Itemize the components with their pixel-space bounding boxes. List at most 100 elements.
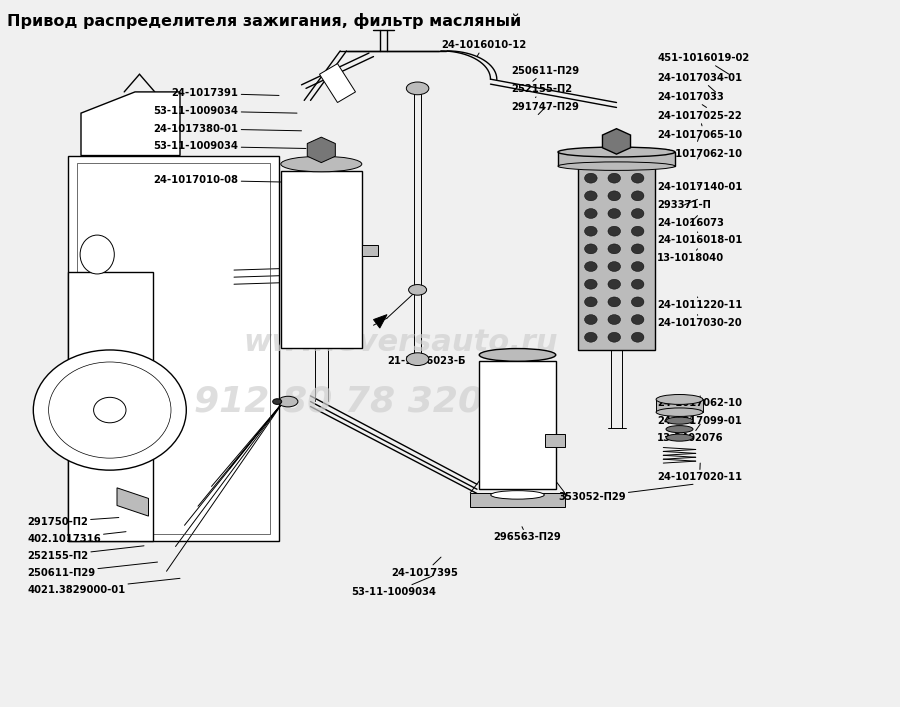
Polygon shape xyxy=(374,315,387,328)
Ellipse shape xyxy=(656,395,703,404)
Circle shape xyxy=(585,315,598,325)
Ellipse shape xyxy=(407,353,429,366)
Text: 53-11-1009034: 53-11-1009034 xyxy=(351,576,436,597)
Circle shape xyxy=(608,262,621,271)
Text: 291747-П29: 291747-П29 xyxy=(511,103,579,115)
Text: 24-1016073: 24-1016073 xyxy=(657,216,724,228)
Text: 24-1017099-01: 24-1017099-01 xyxy=(657,410,742,426)
Circle shape xyxy=(632,279,644,289)
Bar xyxy=(558,152,675,166)
Ellipse shape xyxy=(409,284,427,296)
Text: 250611-П29: 250611-П29 xyxy=(511,66,580,81)
Ellipse shape xyxy=(666,417,693,424)
Text: 24-1017062-10: 24-1017062-10 xyxy=(657,149,742,159)
Bar xyxy=(579,166,655,350)
Circle shape xyxy=(608,226,621,236)
Polygon shape xyxy=(320,64,356,103)
Text: 296563-П29: 296563-П29 xyxy=(493,527,561,542)
Circle shape xyxy=(632,332,644,342)
Bar xyxy=(362,245,378,256)
Circle shape xyxy=(632,209,644,218)
Ellipse shape xyxy=(558,162,675,170)
Circle shape xyxy=(608,244,621,254)
Ellipse shape xyxy=(80,235,114,274)
Circle shape xyxy=(608,191,621,201)
Text: 353052-П29: 353052-П29 xyxy=(558,484,693,502)
Text: 24-1017033: 24-1017033 xyxy=(657,92,724,107)
Ellipse shape xyxy=(666,426,693,433)
Circle shape xyxy=(608,173,621,183)
Circle shape xyxy=(608,209,621,218)
Circle shape xyxy=(585,244,598,254)
Text: 21-1016023-Б: 21-1016023-Б xyxy=(387,355,465,366)
Bar xyxy=(76,163,270,534)
Text: 4021.3829000-01: 4021.3829000-01 xyxy=(27,578,180,595)
Ellipse shape xyxy=(491,491,544,499)
Ellipse shape xyxy=(273,399,282,404)
Bar xyxy=(281,171,362,348)
Circle shape xyxy=(632,297,644,307)
Circle shape xyxy=(585,332,598,342)
Text: 24-1017065-10: 24-1017065-10 xyxy=(657,130,742,141)
Text: 24-1016010-12: 24-1016010-12 xyxy=(441,40,526,57)
Ellipse shape xyxy=(558,147,675,157)
Circle shape xyxy=(585,209,598,218)
Text: 252155-П2: 252155-П2 xyxy=(27,546,144,561)
Text: Привод распределителя зажигания, фильтр масляный: Привод распределителя зажигания, фильтр … xyxy=(7,13,521,29)
Polygon shape xyxy=(81,92,180,156)
Ellipse shape xyxy=(281,156,362,172)
Text: 24-1017062-10: 24-1017062-10 xyxy=(657,396,742,408)
Text: 24-1017391: 24-1017391 xyxy=(172,88,279,98)
Text: 24-1017020-11: 24-1017020-11 xyxy=(657,463,742,482)
Bar xyxy=(479,361,556,489)
Text: 24-1017395: 24-1017395 xyxy=(392,557,458,578)
Bar xyxy=(68,156,279,541)
Text: 53-11-1009034: 53-11-1009034 xyxy=(154,141,306,151)
Text: 291750-П2: 291750-П2 xyxy=(27,517,119,527)
Circle shape xyxy=(585,262,598,271)
Circle shape xyxy=(49,362,171,458)
Text: 24-1011220-11: 24-1011220-11 xyxy=(657,297,742,310)
Circle shape xyxy=(608,332,621,342)
Circle shape xyxy=(632,315,644,325)
Circle shape xyxy=(585,297,598,307)
Ellipse shape xyxy=(656,408,703,416)
Text: +7 912 80 78 320: +7 912 80 78 320 xyxy=(126,385,483,419)
Text: 451-1016019-02: 451-1016019-02 xyxy=(657,53,749,74)
Circle shape xyxy=(608,279,621,289)
Circle shape xyxy=(608,315,621,325)
Circle shape xyxy=(608,297,621,307)
Ellipse shape xyxy=(407,82,429,95)
Ellipse shape xyxy=(479,349,556,361)
Circle shape xyxy=(585,191,598,201)
Circle shape xyxy=(632,226,644,236)
Bar xyxy=(656,399,703,412)
Text: 252155-П2: 252155-П2 xyxy=(511,84,572,98)
Circle shape xyxy=(585,226,598,236)
Circle shape xyxy=(94,397,126,423)
Circle shape xyxy=(632,191,644,201)
Text: 24-1016018-01: 24-1016018-01 xyxy=(657,232,742,245)
Text: 24-1017140-01: 24-1017140-01 xyxy=(657,182,742,192)
Text: 24-1017010-08: 24-1017010-08 xyxy=(154,175,302,185)
Text: 24-1017030-20: 24-1017030-20 xyxy=(657,315,742,328)
Text: 24-1017034-01: 24-1017034-01 xyxy=(657,73,742,92)
Circle shape xyxy=(585,279,598,289)
Bar xyxy=(544,434,565,447)
Circle shape xyxy=(632,173,644,183)
Circle shape xyxy=(632,262,644,271)
Text: 250611-П29: 250611-П29 xyxy=(27,562,158,578)
Circle shape xyxy=(33,350,186,470)
Text: 402.1017316: 402.1017316 xyxy=(27,532,126,544)
Circle shape xyxy=(585,173,598,183)
Circle shape xyxy=(632,244,644,254)
Ellipse shape xyxy=(666,434,693,441)
Text: 13-1018040: 13-1018040 xyxy=(657,249,724,263)
Text: 24-1017025-22: 24-1017025-22 xyxy=(657,111,742,126)
Text: 53-11-1009034: 53-11-1009034 xyxy=(154,106,297,116)
Bar xyxy=(68,272,153,541)
Text: 13-3402076: 13-3402076 xyxy=(657,424,724,443)
Ellipse shape xyxy=(278,396,298,407)
Bar xyxy=(470,493,564,507)
Text: 293371-П: 293371-П xyxy=(657,199,711,210)
